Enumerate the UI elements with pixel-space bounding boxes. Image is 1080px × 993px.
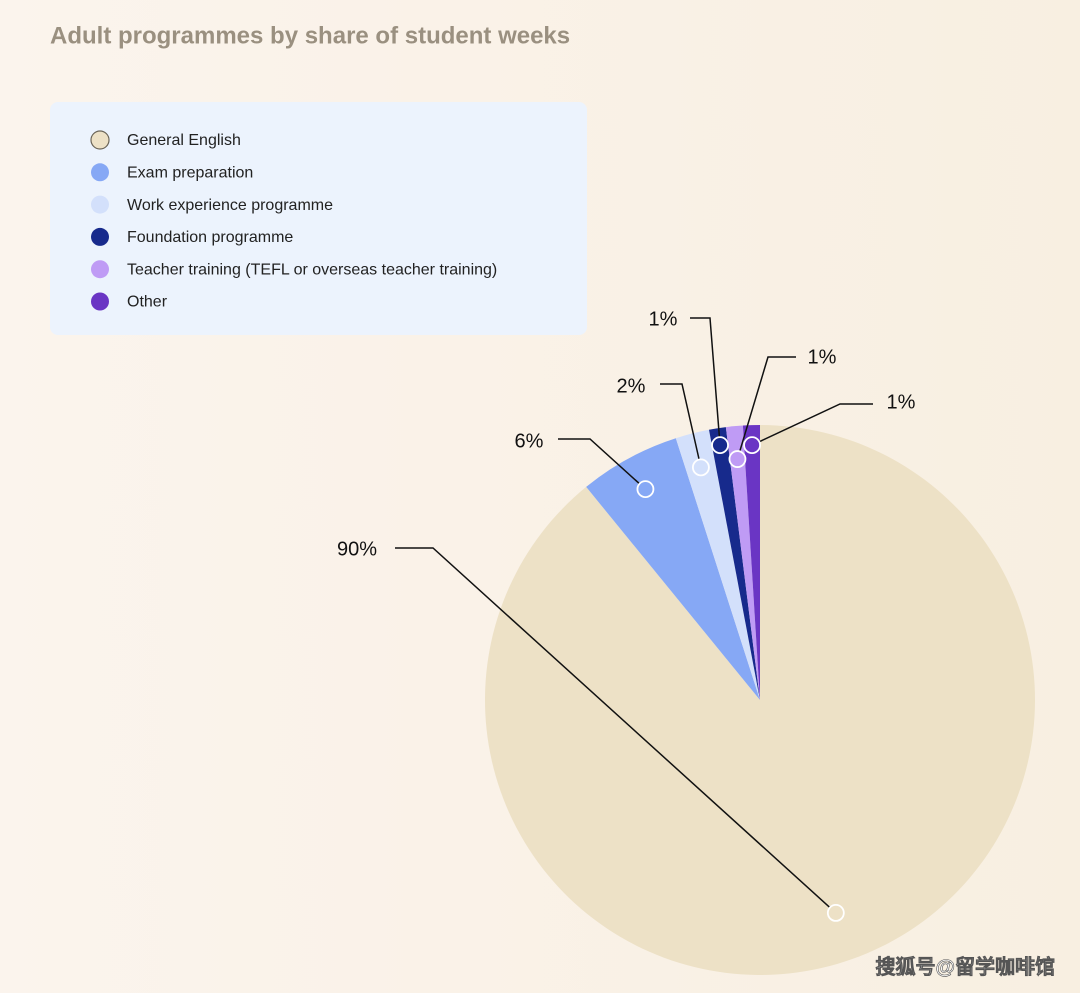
leader-line xyxy=(736,356,796,460)
slice-marker xyxy=(691,458,710,477)
leader-line xyxy=(660,383,702,468)
legend-swatch xyxy=(91,195,109,214)
leader-line xyxy=(395,547,837,914)
legend-box xyxy=(50,102,587,335)
legend-swatch xyxy=(91,292,109,311)
slice-marker xyxy=(728,450,747,468)
legend-label: Other xyxy=(127,294,168,311)
pie-slice xyxy=(708,427,760,700)
data-label: 1% xyxy=(887,391,916,413)
data-label: 2% xyxy=(617,375,646,397)
legend-swatch xyxy=(91,163,109,182)
legend-label: Teacher training (TEFL or overseas teach… xyxy=(127,261,497,278)
legend: General English Exam preparation Work expe… xyxy=(90,130,497,311)
legend-swatch xyxy=(90,130,110,150)
leader-line xyxy=(558,438,646,490)
slice-marker xyxy=(711,436,729,455)
leader-line xyxy=(690,317,721,446)
pie-slice xyxy=(742,425,760,700)
data-labels: 90% 6% 2% 1% 1% 1% xyxy=(337,308,916,922)
legend-label: Exam preparation xyxy=(127,165,253,182)
pie-slice xyxy=(675,429,760,700)
legend-swatch xyxy=(91,227,109,246)
watermark: 搜狐号@留学咖啡馆 xyxy=(875,954,1055,978)
legend-label: Foundation programme xyxy=(127,229,293,246)
legend-label: General English xyxy=(127,132,241,149)
pie-slice xyxy=(725,425,760,700)
pie-slice xyxy=(485,425,1036,975)
slice-marker xyxy=(826,903,845,922)
pie-slice xyxy=(586,438,760,700)
pie xyxy=(485,425,1036,975)
chart-title: Adult programmes by share of student wee… xyxy=(50,22,570,49)
data-label: 6% xyxy=(515,430,544,452)
data-label: 90% xyxy=(337,538,377,560)
data-label: 1% xyxy=(649,308,678,330)
leader-line xyxy=(751,403,873,446)
slice-marker xyxy=(636,480,655,499)
data-label: 1% xyxy=(808,346,837,368)
legend-label: Work experience programme xyxy=(127,197,333,214)
slice-marker xyxy=(743,436,761,455)
legend-swatch xyxy=(91,260,109,279)
